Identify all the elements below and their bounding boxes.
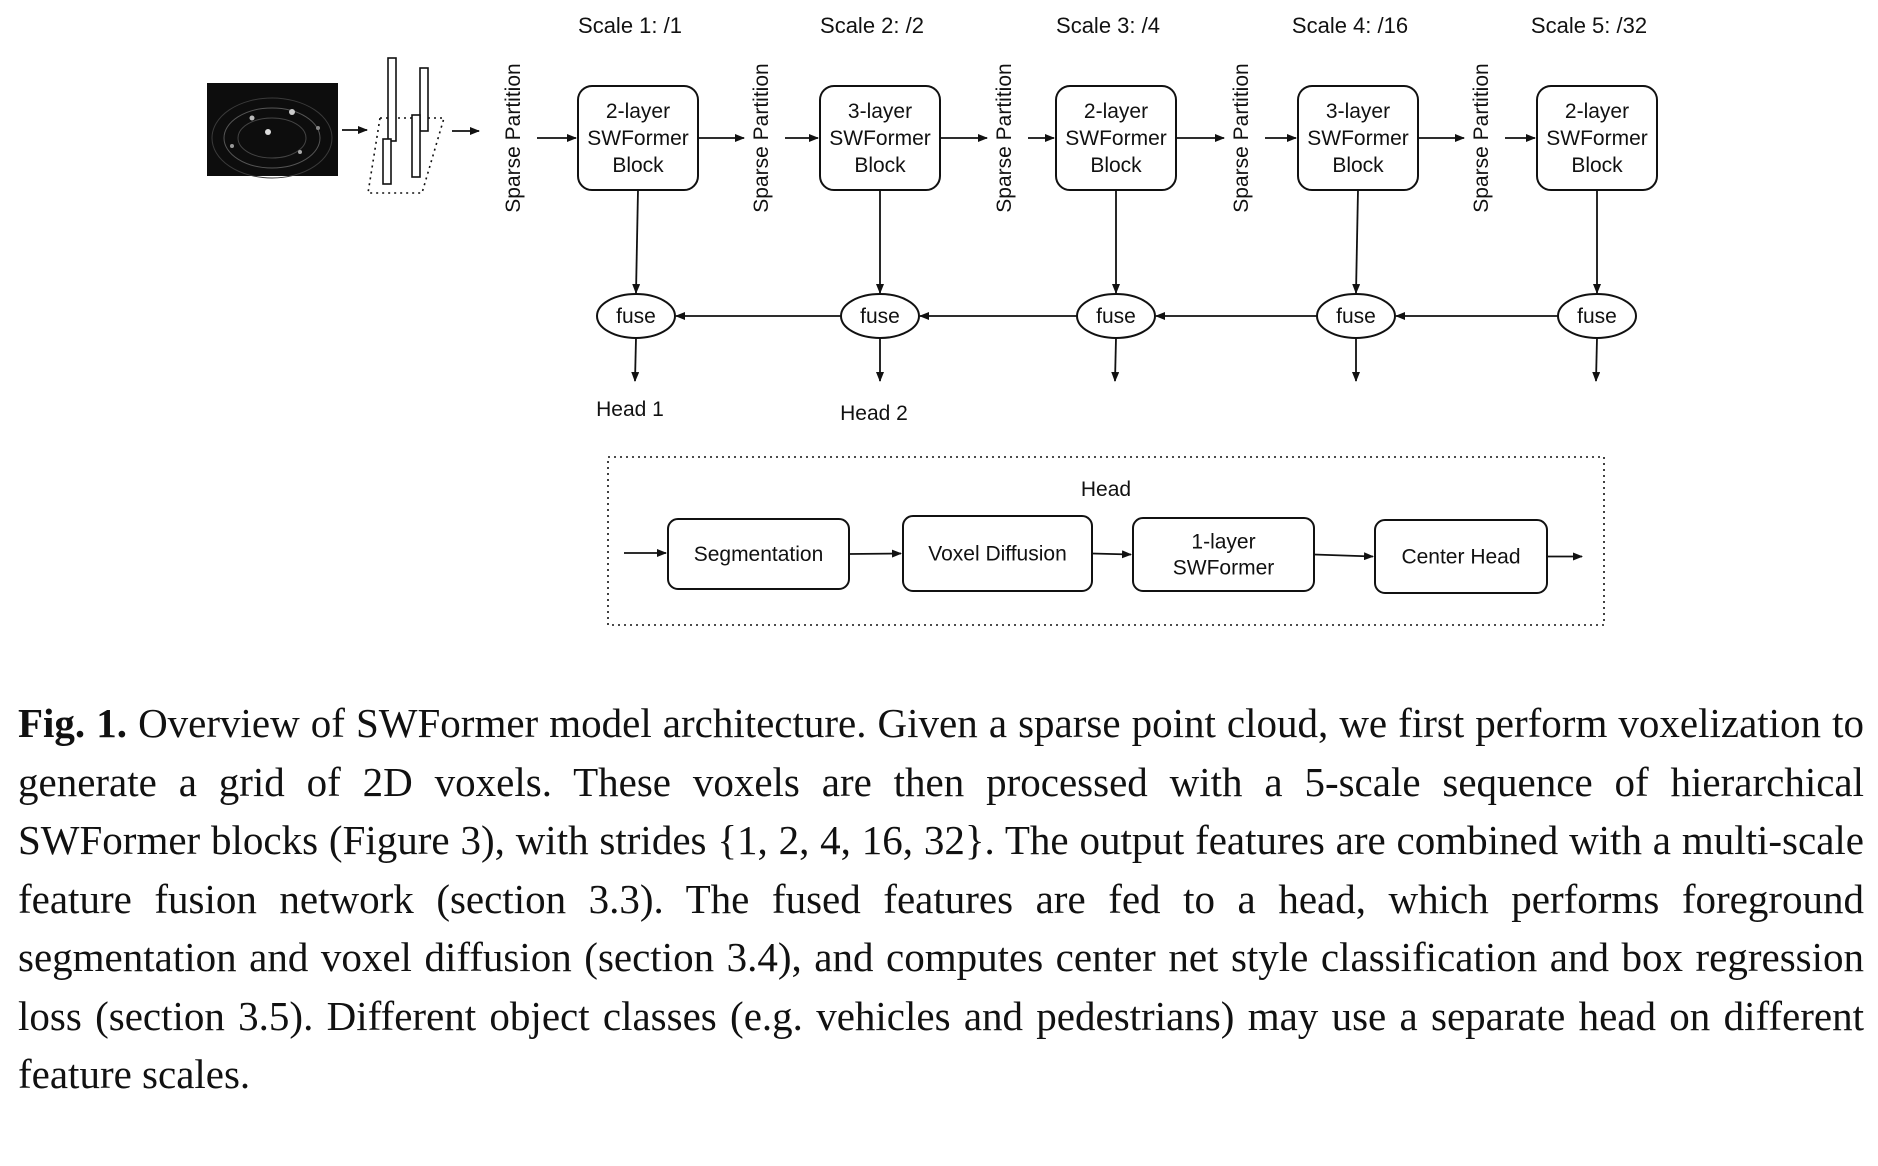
head-container (607, 456, 1605, 626)
sparse-partition-label: Sparse Partition (1470, 63, 1493, 212)
swformer-block-label: 3-layer SWFormer Block (1307, 100, 1409, 177)
scale-label-2: Scale 2: /2 (820, 13, 924, 38)
head-stage-3: 1-layer SWFormer (1132, 517, 1315, 592)
fuse-label: fuse (1096, 305, 1136, 328)
swformer-block-label: 3-layer SWFormer Block (829, 100, 931, 177)
scale-label-3: Scale 3: /4 (1056, 13, 1160, 38)
sparse-partition-label: Sparse Partition (502, 63, 525, 212)
architecture-diagram: Scale 1: /1 Scale 2: /2 Scale 3: /4 Scale 4… (207, 13, 1658, 626)
voxel-pillars-icon (367, 57, 446, 194)
fuse-label: fuse (1336, 305, 1376, 328)
swformer-block-4: 3-layer SWFormer Block (1297, 85, 1419, 191)
swformer-block-1: 2-layer SWFormer Block (577, 85, 699, 191)
sparse-partition-label: Sparse Partition (1230, 63, 1253, 212)
fuse-node-1: fuse (596, 293, 676, 339)
swformer-block-label: 2-layer SWFormer Block (1065, 100, 1167, 177)
fuse-label: fuse (1577, 305, 1617, 328)
head-title: Head (1081, 478, 1131, 501)
fuse-label: fuse (616, 305, 656, 328)
output-head-label-2: Head 2 (840, 402, 908, 425)
head-stage-1: Segmentation (667, 518, 850, 590)
head-stage-4: Center Head (1374, 519, 1548, 594)
swformer-block-2: 3-layer SWFormer Block (819, 85, 941, 191)
sparse-partition-label: Sparse Partition (993, 63, 1016, 212)
point-cloud-image (207, 83, 338, 179)
head-stage-label: 1-layer SWFormer (1173, 531, 1275, 580)
head-stage-label: Segmentation (694, 543, 824, 566)
head-stage-label: Voxel Diffusion (928, 543, 1067, 566)
fuse-node-5: fuse (1557, 293, 1637, 339)
figure-label: Fig. 1. (18, 700, 127, 746)
caption-text: Overview of SWFormer model architecture.… (18, 700, 1865, 1097)
output-head-label-1: Head 1 (596, 398, 664, 421)
scale-label-4: Scale 4: /16 (1292, 13, 1408, 38)
swformer-block-label: 2-layer SWFormer Block (587, 100, 689, 177)
head-stage-label: Center Head (1401, 546, 1520, 569)
fuse-node-3: fuse (1076, 293, 1156, 339)
swformer-block-5: 2-layer SWFormer Block (1536, 85, 1658, 191)
sparse-partition-label: Sparse Partition (750, 63, 773, 212)
head-stage-2: Voxel Diffusion (902, 515, 1093, 592)
fuse-node-2: fuse (840, 293, 920, 339)
swformer-block-label: 2-layer SWFormer Block (1546, 100, 1648, 177)
swformer-block-3: 2-layer SWFormer Block (1055, 85, 1177, 191)
fuse-label: fuse (860, 305, 900, 328)
scale-label-1: Scale 1: /1 (578, 13, 682, 38)
fuse-node-4: fuse (1316, 293, 1396, 339)
scale-label-5: Scale 5: /32 (1531, 13, 1647, 38)
figure-caption: Fig. 1. Overview of SWFormer model archi… (18, 694, 1864, 1104)
